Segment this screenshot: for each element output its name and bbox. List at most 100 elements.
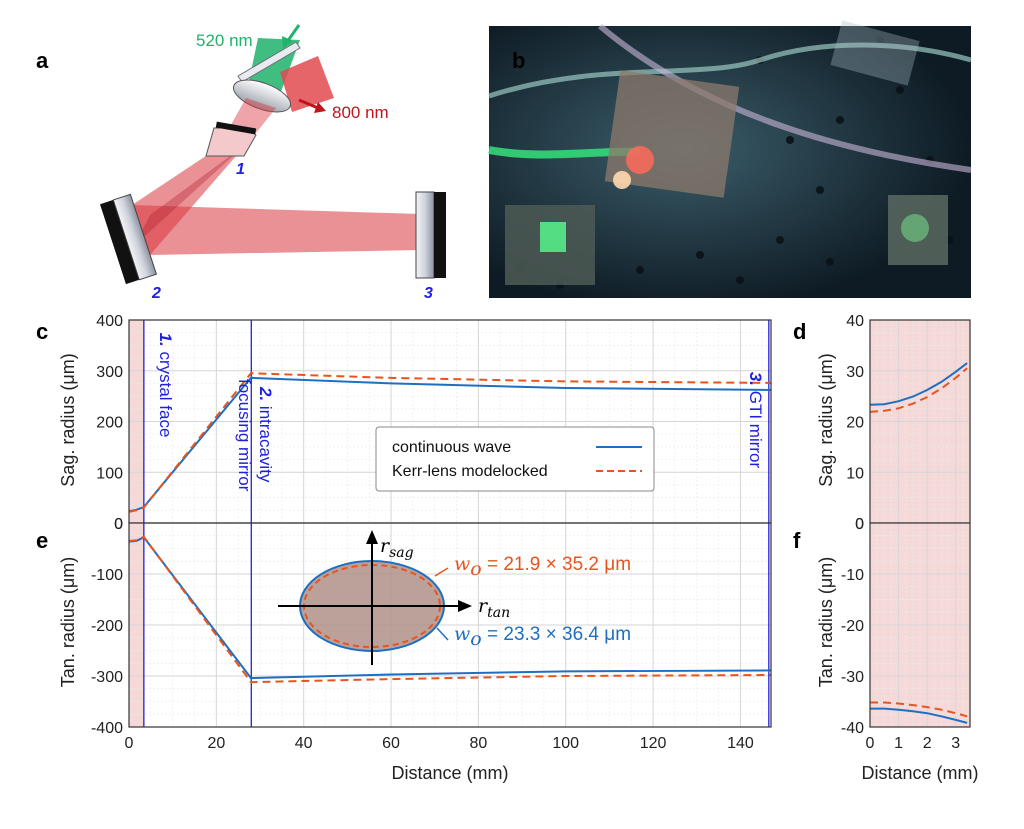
pump-arrow xyxy=(285,24,301,43)
gti-mirror-3 xyxy=(415,191,446,279)
sag-zoom-panel: d 0 10 20 30 40 Sag. radius (μm) xyxy=(793,313,971,533)
x-tick-label: 40 xyxy=(295,735,313,752)
cw-series-line xyxy=(869,362,968,406)
y-tick-label: 40 xyxy=(846,313,864,330)
kerr-waist-label: wo = 21.9 × 35.2 μm xyxy=(454,553,631,580)
crystal-coating xyxy=(215,121,257,135)
pump-wavelength-label: 520 nm xyxy=(196,31,253,50)
dichroic-mirror xyxy=(237,41,301,83)
beam-folded-arm xyxy=(132,136,250,255)
pump-lens xyxy=(232,79,292,113)
r-tan-label: rtan xyxy=(478,595,510,621)
axes-frame xyxy=(869,522,971,728)
y-tick-label: -40 xyxy=(841,720,864,737)
annotation-focus-text2: focusing mirror xyxy=(235,379,254,492)
y-tick-label: 10 xyxy=(846,465,864,482)
axes-frame xyxy=(128,522,772,728)
tan-zoom-ylabel: Tan. radius (μm) xyxy=(816,557,836,687)
x-tick-label: 20 xyxy=(207,735,225,752)
panel-label-c: c xyxy=(36,319,48,344)
y-tick-label: 0 xyxy=(114,516,123,533)
x-tick-label: 0 xyxy=(866,735,875,752)
panel-label-f: f xyxy=(793,528,801,553)
crystal-label-1: 1 xyxy=(236,161,245,178)
y-tick-label: -20 xyxy=(841,618,864,635)
x-tick-label: 80 xyxy=(469,735,487,752)
output-wavelength-label: 800 nm xyxy=(332,103,389,122)
mirror-label-2: 2 xyxy=(151,285,161,302)
beam-overlap xyxy=(135,145,245,245)
beam-long-arm xyxy=(132,205,420,255)
r-sag-label: rsag xyxy=(380,535,414,561)
kerr-waist-sub: o xyxy=(470,558,481,580)
y-tick-label: 20 xyxy=(846,415,864,432)
schematic-panel: a 520 nm 800 nm xyxy=(36,24,446,302)
tan-radius-ylabel: Tan. radius (μm) xyxy=(58,557,78,687)
panel-label-b: b xyxy=(512,48,525,73)
annotation-focusing-mirror: 2. intracavityfocusing mirror xyxy=(235,379,275,492)
legend-cw-label: continuous wave xyxy=(392,439,511,456)
kerr-waist-value: = 21.9 × 35.2 μm xyxy=(482,554,631,575)
photo-panel: b xyxy=(488,20,972,298)
green-mirror-glow xyxy=(540,222,566,252)
cw-series-line xyxy=(870,707,968,724)
kerr-series-line xyxy=(128,535,772,684)
sag-radius-panel: c 0 100 200 300 400 Sag. radius (μm) 1. crys… xyxy=(36,313,772,533)
cw-waist-value: = 23.3 × 36.4 μm xyxy=(482,624,631,645)
cw-waist-label: wo = 23.3 × 36.4 μm xyxy=(454,623,631,650)
output-beam xyxy=(280,56,334,112)
panel-label-d: d xyxy=(793,319,806,344)
distance-xlabel: Distance (mm) xyxy=(391,763,508,783)
annotation-gti-text: GTI mirror xyxy=(746,386,765,468)
kerr-series-line xyxy=(128,371,772,513)
mirror-label-3: 3 xyxy=(424,285,433,302)
x-tick-label: 3 xyxy=(951,735,960,752)
tan-arrow-head xyxy=(458,600,472,612)
tan-radius-panel: e 0 20 40 60 80 100 120 140 0 -100 -200 -300 -400 Ta… xyxy=(36,516,772,783)
annotation-crystal-face: 1. crystal face xyxy=(156,333,175,438)
y-tick-label: 100 xyxy=(96,465,123,482)
r-sag-symbol: r xyxy=(380,535,391,557)
x-tick-label: 140 xyxy=(727,735,754,752)
cw-waist-sub: o xyxy=(470,628,481,650)
x-tick-label: 60 xyxy=(382,735,400,752)
x-tick-label: 2 xyxy=(923,735,932,752)
sag-arrow-head xyxy=(366,530,378,544)
cw-series-line xyxy=(128,376,772,513)
fiber-cable xyxy=(488,42,972,99)
y-tick-label: -300 xyxy=(91,669,123,686)
annotation-crystal-text: crystal face xyxy=(156,347,175,438)
y-tick-label: -10 xyxy=(841,567,864,584)
y-tick-label: 30 xyxy=(846,364,864,381)
y-tick-label: -400 xyxy=(91,720,123,737)
pump-arrow-head xyxy=(282,36,293,48)
y-tick-label: 0 xyxy=(855,516,864,533)
annotation-focus-text: intracavity xyxy=(256,401,275,483)
cw-waist-w: w xyxy=(454,623,470,645)
y-tick-label: 0 xyxy=(855,516,864,533)
sag-zoom-ylabel: Sag. radius (μm) xyxy=(816,353,836,486)
sag-radius-ylabel: Sag. radius (μm) xyxy=(58,353,78,486)
annotation-crystal-num: 1. xyxy=(156,333,175,347)
y-tick-label: 200 xyxy=(96,415,123,432)
mirror-right-glow xyxy=(901,214,929,242)
annotation-focus-num: 2. xyxy=(256,386,275,401)
stage-plate xyxy=(830,20,920,86)
r-sag-subscript: sag xyxy=(389,545,414,561)
y-tick-label: 300 xyxy=(96,364,123,381)
y-tick-label: 0 xyxy=(114,516,123,533)
kerr-series-line xyxy=(870,701,968,718)
kerr-pointer xyxy=(434,567,449,577)
x-tick-label: 0 xyxy=(125,735,134,752)
x-tick-label: 100 xyxy=(552,735,579,752)
cw-series-line xyxy=(128,536,772,680)
legend: continuous wave Kerr-lens modelocked xyxy=(375,426,655,492)
tan-zoom-panel: f 0 1 2 3 0 -10 -20 -30 -40 Tan. radius (μm) Dis… xyxy=(793,516,979,783)
r-tan-subscript: tan xyxy=(487,605,510,621)
legend-kerr-label: Kerr-lens modelocked xyxy=(392,463,548,480)
cw-pointer xyxy=(436,627,449,641)
panel-label-e: e xyxy=(36,528,48,553)
x-tick-label: 1 xyxy=(894,735,903,752)
wire-bundle xyxy=(598,23,972,173)
